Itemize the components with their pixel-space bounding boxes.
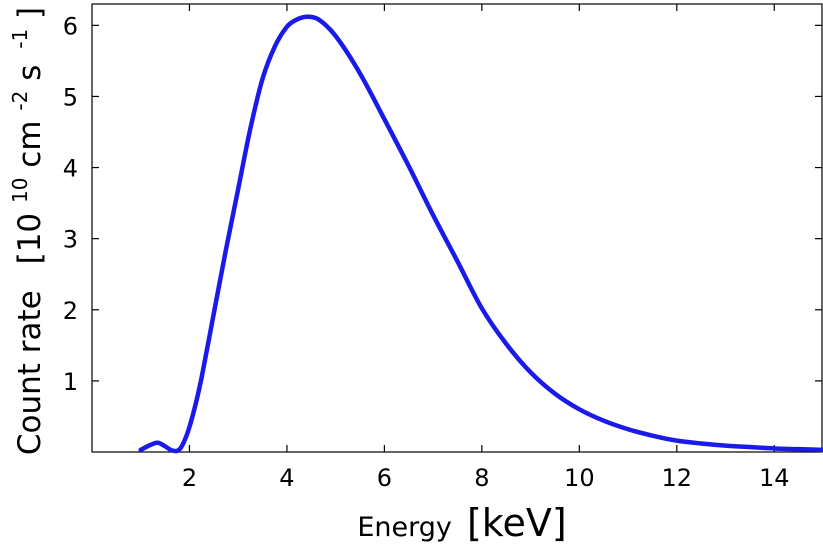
x-tick-label: 12: [662, 464, 693, 492]
y-axis-unit-open: [10: [12, 213, 48, 265]
x-axis-title: Energy [keV]: [357, 501, 566, 545]
x-tick-label: 6: [377, 464, 392, 492]
series-line: [138, 14, 823, 454]
y-axis-title: Count rate [10 10 cm -2 s -1 ]: [0, 7, 48, 455]
y-axis-unit-exp2: -2: [8, 91, 32, 111]
x-tick-label: 8: [474, 464, 489, 492]
x-tick-label: 14: [759, 464, 790, 492]
y-tick-label: 5: [63, 83, 78, 111]
y-tick-label: 1: [63, 368, 78, 396]
plot-border: [91, 3, 823, 453]
x-tick-label: 10: [564, 464, 595, 492]
x-tick-label: 4: [279, 464, 294, 492]
y-axis-unit-exp3: -1: [8, 29, 32, 49]
y-axis-unit-s: s: [12, 65, 48, 81]
x-axis-unit: [keV]: [467, 501, 567, 545]
y-axis-unit-close: ]: [12, 7, 48, 19]
y-axis-label: Count rate: [12, 290, 48, 455]
x-axis-label: Energy: [357, 512, 452, 543]
y-axis-unit-exp1: 10: [8, 178, 32, 203]
y-axis-unit-cm: cm: [12, 120, 48, 167]
plot-frame: [91, 3, 823, 453]
x-axis-ticks: 2 4 6 8 10 12 14: [182, 4, 790, 492]
y-tick-label: 2: [63, 297, 78, 325]
x-tick-label: 2: [182, 464, 197, 492]
y-tick-label: 3: [63, 226, 78, 254]
y-axis-ticks: 1 2 3 4 5 6: [63, 12, 822, 396]
y-tick-label: 6: [63, 12, 78, 40]
y-tick-label: 4: [63, 155, 78, 183]
